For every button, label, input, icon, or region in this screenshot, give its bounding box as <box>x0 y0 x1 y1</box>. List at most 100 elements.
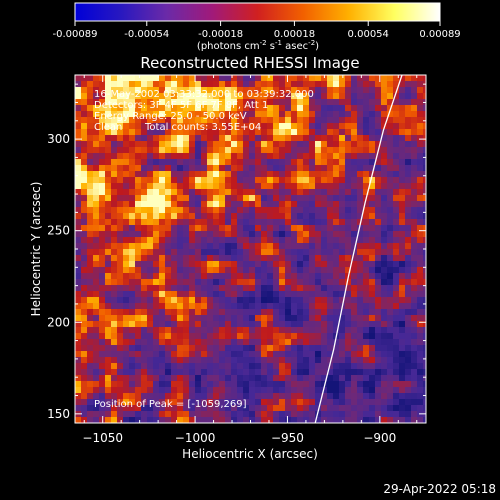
heatmap-cell <box>255 333 261 339</box>
heatmap-cell <box>231 339 237 345</box>
heatmap-cell <box>309 189 315 195</box>
heatmap-cell <box>87 387 93 393</box>
heatmap-cell <box>321 255 327 261</box>
heatmap-cell <box>357 285 363 291</box>
heatmap-cell <box>423 213 426 219</box>
heatmap-cell <box>189 285 195 291</box>
heatmap-cell <box>213 93 219 99</box>
heatmap-cell <box>297 351 303 357</box>
heatmap-cell <box>99 213 105 219</box>
heatmap-cell <box>279 201 285 207</box>
heatmap-cell <box>117 213 123 219</box>
heatmap-cell <box>237 111 243 117</box>
heatmap-cell <box>375 255 381 261</box>
heatmap-cell <box>147 177 153 183</box>
heatmap-cell <box>99 111 105 117</box>
heatmap-cell <box>369 237 375 243</box>
heatmap-cell <box>201 351 207 357</box>
heatmap-cell <box>183 363 189 369</box>
heatmap-cell <box>93 219 99 225</box>
heatmap-cell <box>207 417 213 423</box>
heatmap-cell <box>249 165 255 171</box>
heatmap-cell <box>111 351 117 357</box>
heatmap-cell <box>285 135 291 141</box>
heatmap-cell <box>303 177 309 183</box>
heatmap-cell <box>267 399 273 405</box>
heatmap-cell <box>93 141 99 147</box>
heatmap-cell <box>81 375 87 381</box>
heatmap-cell <box>303 369 309 375</box>
heatmap-cell <box>309 177 315 183</box>
heatmap-cell <box>93 225 99 231</box>
heatmap-cell <box>417 417 423 423</box>
heatmap-cell <box>345 105 351 111</box>
heatmap-cell <box>201 357 207 363</box>
heatmap-cell <box>93 279 99 285</box>
heatmap-cell <box>279 339 285 345</box>
heatmap-cell <box>255 351 261 357</box>
heatmap-cell <box>237 339 243 345</box>
heatmap-cell <box>93 117 99 123</box>
heatmap-cell <box>369 303 375 309</box>
heatmap-cell <box>81 81 87 87</box>
heatmap-cell <box>141 405 147 411</box>
heatmap-cell <box>87 189 93 195</box>
heatmap-cell <box>123 147 129 153</box>
heatmap-cell <box>273 81 279 87</box>
heatmap-cell <box>261 291 267 297</box>
heatmap-cell <box>183 273 189 279</box>
heatmap-cell <box>183 255 189 261</box>
heatmap-cell <box>219 153 225 159</box>
heatmap-cell <box>423 225 426 231</box>
heatmap-cell <box>279 387 285 393</box>
heatmap-cell <box>357 315 363 321</box>
heatmap-cell <box>213 363 219 369</box>
heatmap-cell <box>285 189 291 195</box>
heatmap-cell <box>243 315 249 321</box>
heatmap-cell <box>93 195 99 201</box>
heatmap-cell <box>387 387 393 393</box>
heatmap-cell <box>309 129 315 135</box>
heatmap-cell <box>261 165 267 171</box>
heatmap-cell <box>255 339 261 345</box>
heatmap-cell <box>291 363 297 369</box>
heatmap-cell <box>291 297 297 303</box>
heatmap-cell <box>285 237 291 243</box>
heatmap-cell <box>219 261 225 267</box>
heatmap-cell <box>255 393 261 399</box>
heatmap-cell <box>393 105 399 111</box>
heatmap-cell <box>99 345 105 351</box>
heatmap-cell <box>81 315 87 321</box>
heatmap-cell <box>213 207 219 213</box>
heatmap-cell <box>177 171 183 177</box>
heatmap-cell <box>249 87 255 93</box>
heatmap-cell <box>105 165 111 171</box>
heatmap-cell <box>369 285 375 291</box>
heatmap-cell <box>291 309 297 315</box>
heatmap-cell <box>339 153 345 159</box>
heatmap-cell <box>279 399 285 405</box>
heatmap-cell <box>393 261 399 267</box>
heatmap-cell <box>333 327 339 333</box>
heatmap-cell <box>315 375 321 381</box>
heatmap-cell <box>351 99 357 105</box>
heatmap-cell <box>297 387 303 393</box>
heatmap-cell <box>123 351 129 357</box>
heatmap-cell <box>345 141 351 147</box>
heatmap-cell <box>201 105 207 111</box>
heatmap-cell <box>351 393 357 399</box>
heatmap-cell <box>249 357 255 363</box>
heatmap-cell <box>393 267 399 273</box>
heatmap-cell <box>87 375 93 381</box>
heatmap-cell <box>321 261 327 267</box>
heatmap-cell <box>129 375 135 381</box>
heatmap-cell <box>333 399 339 405</box>
heatmap-cell <box>411 219 417 225</box>
heatmap-cell <box>213 213 219 219</box>
heatmap-cell <box>351 111 357 117</box>
heatmap-cell <box>357 195 363 201</box>
heatmap-cell <box>75 327 81 333</box>
heatmap-cell <box>273 345 279 351</box>
heatmap-cell <box>225 249 231 255</box>
heatmap-cell <box>315 357 321 363</box>
